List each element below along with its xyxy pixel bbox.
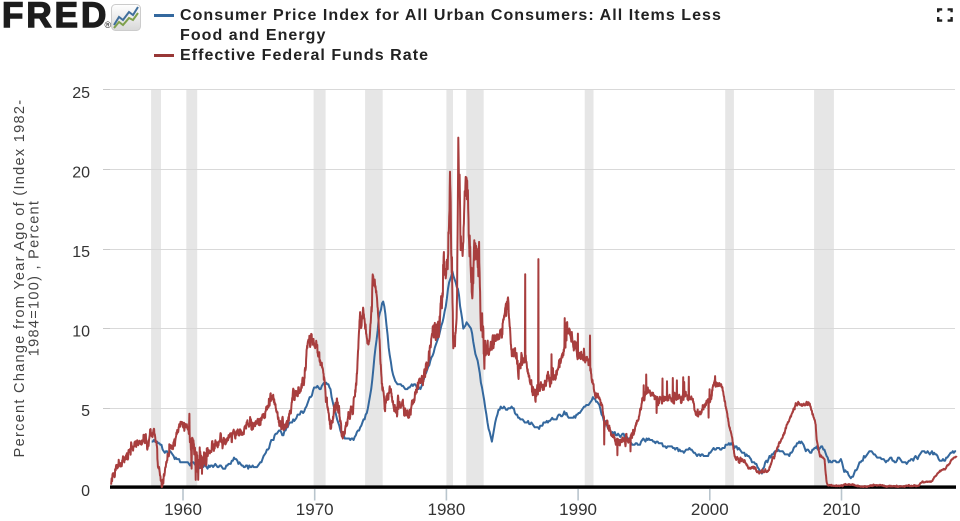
svg-text:0: 0 [81,483,90,500]
svg-text:1960: 1960 [164,500,202,519]
svg-text:2010: 2010 [823,500,861,519]
svg-text:2000: 2000 [691,500,729,519]
svg-text:1980: 1980 [427,500,465,519]
svg-text:1990: 1990 [559,500,597,519]
svg-text:5: 5 [81,403,90,420]
svg-text:Percent Change from Year Ago o: Percent Change from Year Ago of (Index 1… [12,99,28,458]
svg-text:25: 25 [72,85,90,102]
svg-text:15: 15 [72,244,90,261]
svg-text:1970: 1970 [296,500,334,519]
svg-text:10: 10 [72,324,90,341]
svg-text:20: 20 [72,165,90,182]
svg-text:1984=100) , Percent: 1984=100) , Percent [27,200,43,357]
